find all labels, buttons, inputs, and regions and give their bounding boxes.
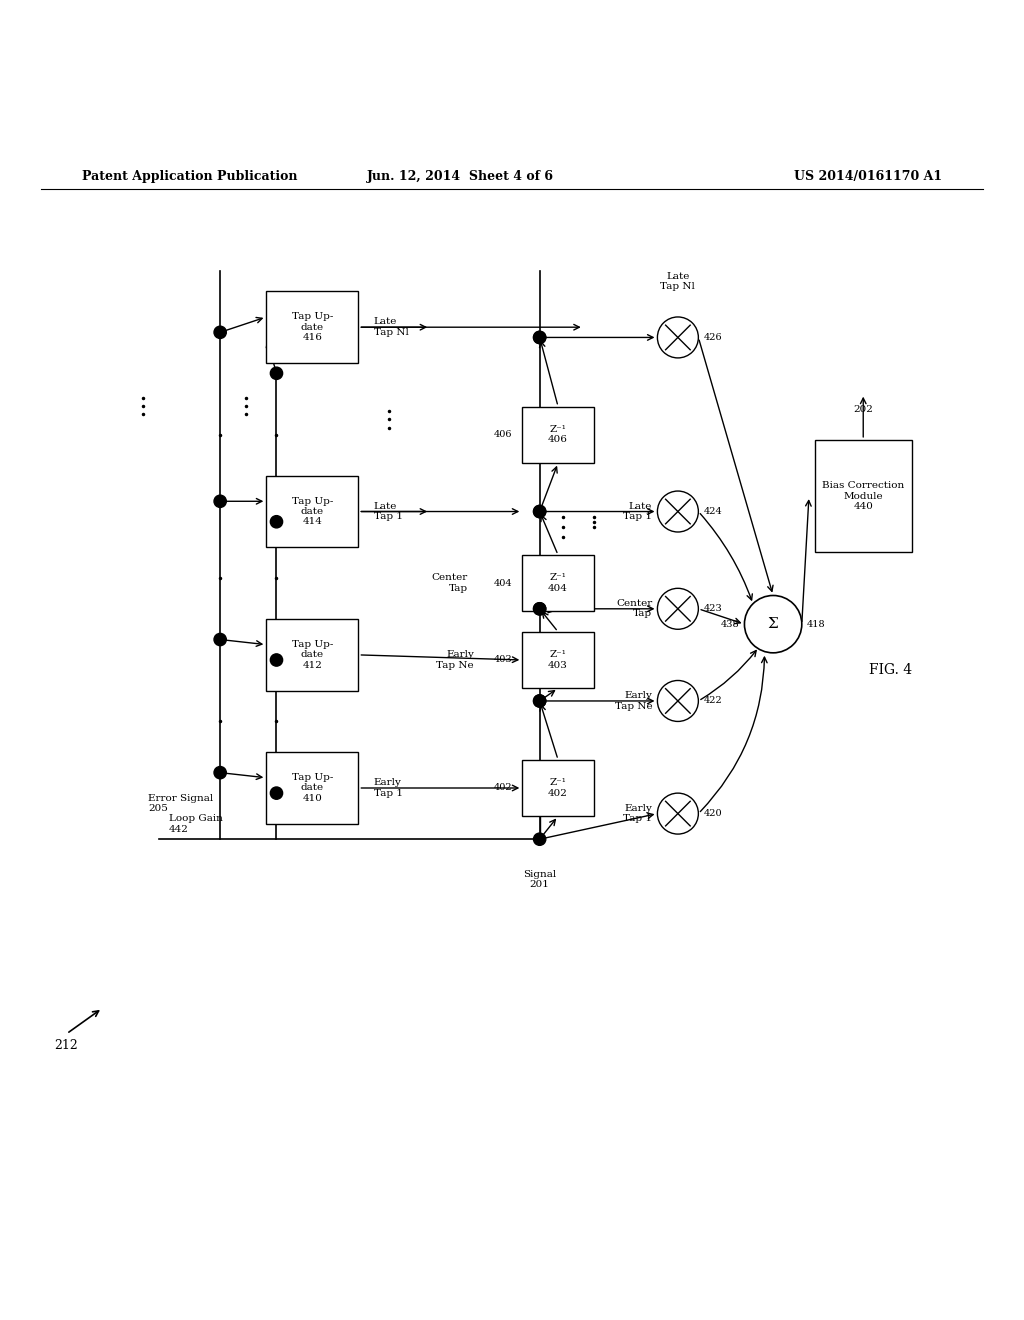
Text: 424: 424	[703, 507, 722, 516]
Text: Early
Tap 1: Early Tap 1	[624, 804, 652, 824]
Circle shape	[534, 603, 546, 615]
Text: Center
Tap: Center Tap	[616, 599, 652, 619]
Text: Error Signal
205: Error Signal 205	[148, 793, 214, 813]
FancyBboxPatch shape	[522, 554, 594, 611]
Circle shape	[214, 495, 226, 507]
Circle shape	[534, 331, 546, 343]
Text: Early
Tap Ne: Early Tap Ne	[436, 651, 474, 669]
Text: Jun. 12, 2014  Sheet 4 of 6: Jun. 12, 2014 Sheet 4 of 6	[368, 170, 554, 183]
Circle shape	[534, 833, 546, 845]
Text: Early
Tap 1: Early Tap 1	[374, 779, 402, 797]
Text: Tap Up-
date
416: Tap Up- date 416	[292, 313, 333, 342]
Circle shape	[214, 326, 226, 338]
Text: 404: 404	[494, 578, 512, 587]
Text: Late
Tap 1: Late Tap 1	[374, 502, 402, 521]
Circle shape	[534, 506, 546, 517]
Text: Loop Gain
442: Loop Gain 442	[169, 814, 223, 833]
FancyBboxPatch shape	[266, 752, 358, 824]
Text: 420: 420	[703, 809, 722, 818]
Text: Early
Tap Ne: Early Tap Ne	[614, 692, 652, 710]
Circle shape	[214, 767, 226, 779]
Text: Tap Up-
date
412: Tap Up- date 412	[292, 640, 333, 669]
Text: Z⁻¹
404: Z⁻¹ 404	[548, 573, 568, 593]
Circle shape	[270, 516, 283, 528]
Circle shape	[534, 331, 546, 343]
FancyBboxPatch shape	[522, 632, 594, 688]
Circle shape	[534, 694, 546, 708]
FancyBboxPatch shape	[522, 407, 594, 463]
Text: Σ: Σ	[768, 618, 778, 631]
Text: Z⁻¹
402: Z⁻¹ 402	[548, 779, 568, 797]
Circle shape	[270, 367, 283, 379]
Text: Z⁻¹
403: Z⁻¹ 403	[548, 651, 568, 669]
Circle shape	[657, 491, 698, 532]
FancyBboxPatch shape	[266, 292, 358, 363]
Circle shape	[270, 787, 283, 800]
Text: 212: 212	[54, 1039, 79, 1052]
Text: 422: 422	[703, 697, 722, 705]
Text: Bias Correction
Module
440: Bias Correction Module 440	[822, 482, 904, 511]
FancyBboxPatch shape	[815, 440, 911, 553]
Circle shape	[270, 653, 283, 667]
Text: Tap Up-
date
410: Tap Up- date 410	[292, 774, 333, 803]
Circle shape	[744, 595, 802, 653]
Text: FIG. 4: FIG. 4	[869, 663, 912, 677]
Text: US 2014/0161170 A1: US 2014/0161170 A1	[794, 170, 942, 183]
Circle shape	[534, 694, 546, 708]
Circle shape	[657, 589, 698, 630]
Text: 202: 202	[853, 405, 873, 414]
Text: 426: 426	[703, 333, 722, 342]
Circle shape	[534, 506, 546, 517]
Text: Patent Application Publication: Patent Application Publication	[82, 170, 297, 183]
Text: 406: 406	[494, 430, 512, 440]
FancyBboxPatch shape	[266, 619, 358, 690]
Text: Late
Tap 1: Late Tap 1	[624, 502, 652, 521]
Circle shape	[214, 634, 226, 645]
Circle shape	[657, 681, 698, 722]
Text: Late
Tap Nl: Late Tap Nl	[374, 318, 409, 337]
Circle shape	[657, 793, 698, 834]
Text: 402: 402	[494, 784, 512, 792]
Text: 423: 423	[703, 605, 722, 614]
FancyBboxPatch shape	[266, 475, 358, 548]
Text: 418: 418	[807, 619, 825, 628]
FancyBboxPatch shape	[522, 760, 594, 816]
Text: Z⁻¹
406: Z⁻¹ 406	[548, 425, 568, 445]
Text: Center
Tap: Center Tap	[432, 573, 468, 593]
Circle shape	[534, 603, 546, 615]
Text: Tap Up-
date
414: Tap Up- date 414	[292, 496, 333, 527]
Circle shape	[657, 317, 698, 358]
Text: Signal
201: Signal 201	[523, 870, 556, 890]
Text: Late
Tap Nl: Late Tap Nl	[660, 272, 695, 292]
Text: 403: 403	[494, 656, 512, 664]
Text: 438: 438	[721, 619, 739, 628]
